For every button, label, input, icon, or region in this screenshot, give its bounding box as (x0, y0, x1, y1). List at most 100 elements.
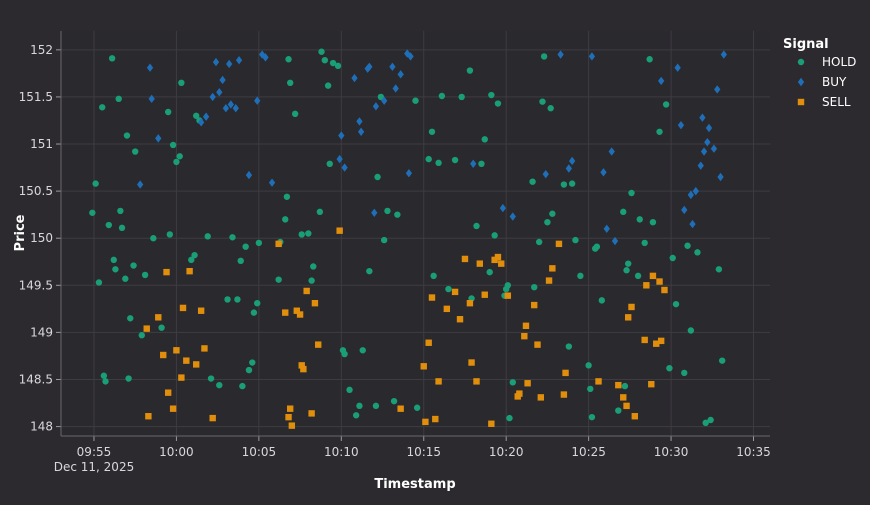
hold-point (250, 309, 258, 316)
buy-point (371, 208, 378, 217)
sell-point (275, 240, 282, 248)
hold-point (623, 267, 630, 274)
buy-point (155, 134, 162, 143)
sell-point (456, 316, 464, 323)
x-tick-label: 10:05 (242, 445, 277, 459)
hold-point (481, 136, 488, 143)
hold-point (245, 366, 253, 374)
x-tick-label: 09:55 (77, 445, 112, 459)
y-tick-label: 152 (30, 43, 53, 57)
hold-point (430, 272, 437, 280)
legend: Signal HOLD BUY SELL (783, 37, 856, 109)
y-tick-label: 150 (30, 231, 53, 245)
hold-point (529, 178, 536, 185)
hold-point (324, 82, 332, 89)
sell-point (443, 305, 451, 313)
hold-point (509, 379, 516, 386)
sell-point (549, 265, 556, 272)
hold-point (229, 234, 236, 241)
sell-point (336, 227, 343, 234)
buy-point (542, 169, 549, 179)
hold-point (102, 378, 109, 385)
sell-point (615, 381, 622, 389)
buy-point (372, 102, 380, 111)
sell-point (521, 332, 528, 340)
legend-marker-sell (797, 98, 805, 106)
sell-point (164, 389, 172, 396)
sell-point (522, 322, 530, 330)
sell-point (179, 304, 187, 312)
sell-point (169, 405, 177, 412)
buy-point (407, 52, 414, 61)
sell-point (397, 405, 404, 412)
sell-point (145, 413, 152, 420)
hold-point (445, 285, 452, 293)
hold-point (625, 260, 632, 267)
x-tick-label: 10:00 (159, 445, 194, 459)
buy-point (692, 186, 699, 196)
legend-marker-buy (797, 77, 805, 87)
hold-point (681, 369, 688, 377)
buy-point (704, 137, 711, 147)
sell-point (491, 256, 498, 264)
sell-point (163, 268, 170, 276)
sell-point (288, 422, 296, 429)
hold-point (428, 128, 436, 135)
hold-point (646, 56, 653, 63)
y-tick-label: 151.5 (19, 90, 53, 104)
sell-point (498, 260, 505, 267)
hold-point (458, 93, 465, 101)
buy-point (565, 164, 572, 173)
buy-point (568, 156, 576, 166)
sell-point (625, 314, 632, 321)
buy-point (600, 168, 607, 177)
hold-point (118, 224, 126, 232)
hold-point (384, 207, 391, 215)
buy-point (687, 190, 695, 200)
buy-point (136, 180, 144, 189)
buy-point (710, 144, 718, 153)
hold-point (412, 97, 419, 104)
hold-point (620, 208, 627, 216)
hold-point (684, 242, 691, 249)
hold-point (100, 372, 108, 379)
hold-point (123, 132, 131, 139)
hold-point (390, 397, 398, 405)
hold-point (438, 92, 446, 100)
sell-point (649, 272, 657, 280)
hold-point (577, 272, 584, 280)
buy-point (603, 224, 610, 233)
hold-point (488, 91, 495, 99)
sell-point (657, 337, 665, 345)
sell-point (555, 240, 563, 248)
buy-point (470, 159, 477, 169)
buy-point (226, 59, 233, 69)
sell-point (476, 260, 484, 267)
x-tick-label: 10:35 (736, 445, 771, 459)
sell-point (286, 405, 294, 412)
hold-point (531, 283, 538, 291)
buy-point (245, 170, 253, 180)
sell-point (468, 359, 475, 366)
hold-point (366, 267, 373, 275)
hold-point (535, 238, 543, 246)
sell-point (315, 341, 322, 348)
hold-point (435, 159, 442, 167)
hold-point (540, 53, 548, 60)
hold-point (506, 414, 513, 422)
hold-point (204, 233, 211, 240)
buy-point (714, 85, 721, 94)
hold-point (141, 271, 149, 279)
buy-point (356, 117, 363, 126)
hold-point (150, 235, 157, 242)
sell-point (623, 402, 630, 410)
y-tick-label: 151 (30, 137, 53, 151)
sell-point (494, 253, 502, 261)
buy-point (366, 62, 373, 71)
buy-point (588, 52, 596, 61)
buy-point (681, 205, 688, 215)
legend-title: Signal (783, 37, 829, 52)
buy-point (351, 73, 358, 83)
buy-point (700, 147, 708, 156)
hold-point (110, 256, 117, 264)
